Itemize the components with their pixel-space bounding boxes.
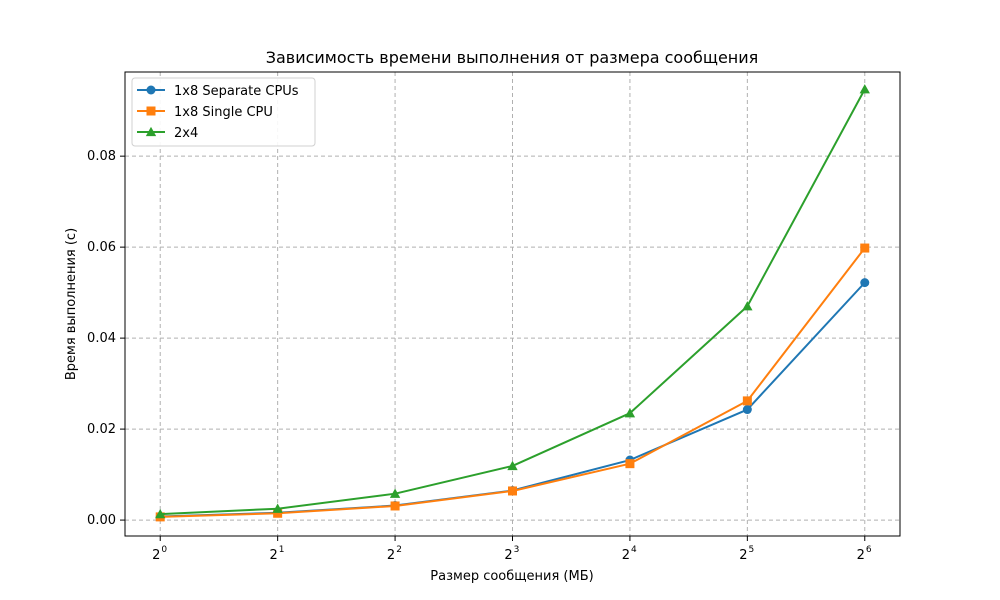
data-point (860, 243, 870, 253)
data-point (146, 85, 156, 95)
data-point (742, 405, 752, 415)
data-point (155, 508, 166, 519)
series-layer (155, 84, 870, 522)
y-tick-label: 0.00 (87, 513, 116, 528)
data-point (146, 106, 156, 116)
series-2x4 (155, 84, 870, 519)
y-tick-label: 0.02 (87, 422, 116, 437)
y-axis-label: Время выполнения (с) (64, 228, 79, 380)
chart-title: Зависимость времени выполнения от размер… (266, 48, 759, 67)
x-tick-label: 2 (387, 548, 395, 563)
data-point (859, 84, 870, 94)
data-point (272, 503, 283, 513)
x-tick-label: 2 (622, 548, 630, 563)
x-tick-exponent: 6 (866, 545, 872, 555)
y-tick-label: 0.04 (87, 331, 116, 346)
x-tick-label: 2 (270, 548, 278, 563)
x-tick-exponent: 2 (396, 545, 402, 555)
legend-item: 2x4 (137, 126, 198, 141)
x-tick-label: 2 (152, 548, 160, 563)
x-tick-exponent: 3 (514, 545, 520, 555)
x-tick-label: 2 (857, 548, 865, 563)
legend-label: 1x8 Separate CPUs (174, 84, 299, 99)
x-axis-label: Размер сообщения (МБ) (430, 569, 593, 584)
x-tick-label: 2 (504, 548, 512, 563)
data-point (625, 459, 635, 469)
x-tick-exponent: 1 (279, 545, 285, 555)
data-point (742, 396, 752, 406)
series-1x8-separate-cpus (155, 278, 870, 521)
data-point (390, 501, 400, 511)
legend: 1x8 Separate CPUs 1x8 Single CPU 2x4 (131, 77, 316, 147)
y-tick-label: 0.06 (87, 240, 116, 255)
legend-item: 1x8 Separate CPUs (137, 84, 299, 99)
data-point (507, 460, 518, 471)
data-point (508, 486, 517, 496)
legend-item: 1x8 Single CPU (137, 105, 273, 120)
data-point (742, 301, 753, 311)
legend-box (131, 77, 316, 147)
x-tick-exponent: 0 (161, 545, 167, 555)
legend-label: 1x8 Single CPU (174, 105, 273, 120)
y-axis-ticks: 0.00 0.02 0.04 0.06 0.08 (87, 149, 125, 528)
x-tick-exponent: 4 (631, 545, 637, 555)
data-point (145, 126, 157, 137)
x-tick-exponent: 5 (748, 545, 754, 555)
data-point (389, 488, 401, 498)
data-point (624, 408, 636, 418)
legend-label: 2x4 (174, 126, 198, 141)
y-tick-label: 0.08 (87, 149, 116, 164)
data-point (273, 508, 283, 518)
x-tick-label: 2 (739, 548, 747, 563)
data-point (860, 278, 870, 288)
